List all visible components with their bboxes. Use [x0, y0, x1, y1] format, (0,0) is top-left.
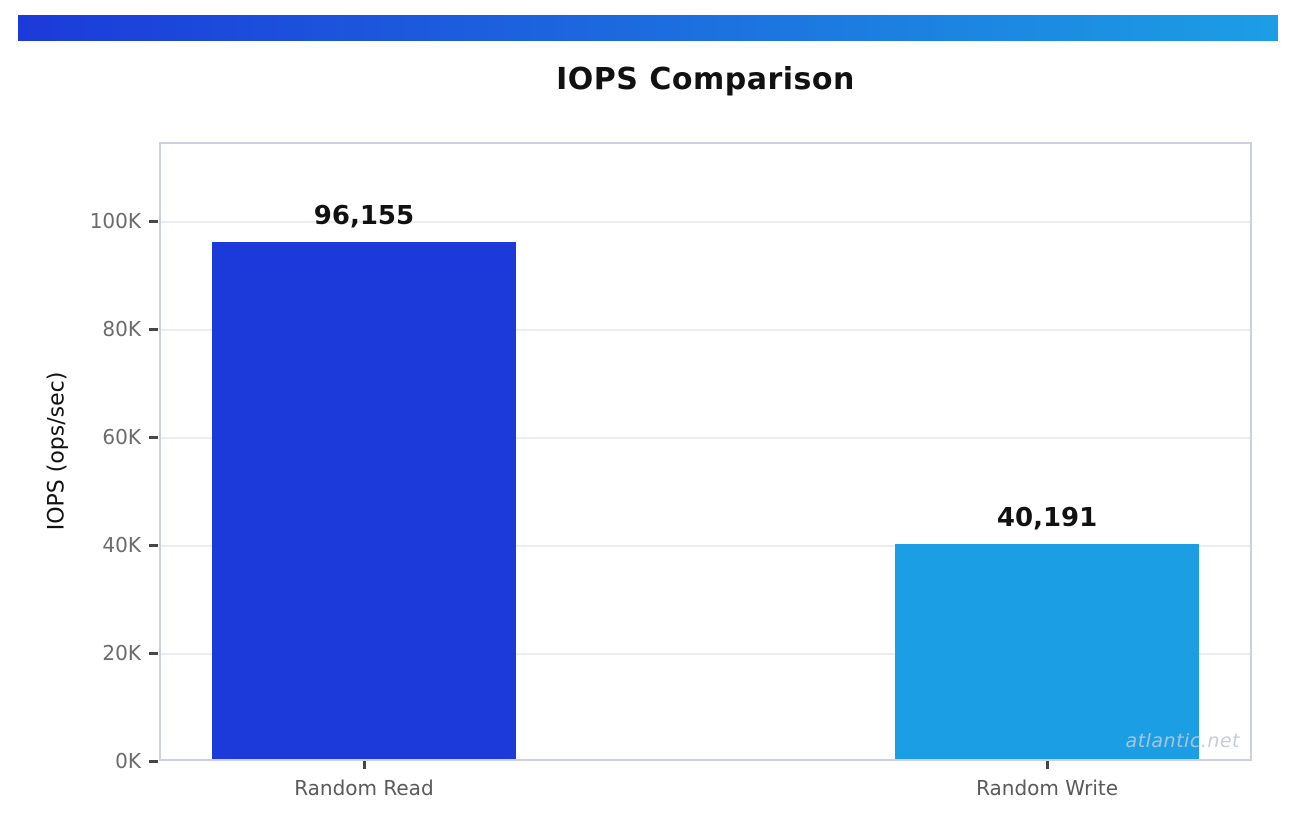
plot-area — [159, 142, 1252, 761]
gridline-20k — [161, 652, 1250, 655]
chart-title: IOPS Comparison — [556, 62, 855, 97]
watermark: atlantic.net — [1125, 730, 1240, 752]
y-tick-label-60k: 60K — [102, 424, 141, 449]
x-tick-random-read — [362, 761, 366, 769]
x-tick-label-random-write: Random Write — [976, 776, 1119, 800]
y-tick-20k — [149, 651, 158, 655]
header-gradient-bar — [18, 15, 1278, 41]
gridline-40k — [161, 544, 1250, 547]
x-tick-label-random-read: Random Read — [294, 776, 434, 800]
y-tick-40k — [149, 543, 158, 547]
value-label-random-read: 96,155 — [313, 200, 415, 231]
gridline-60k — [161, 436, 1250, 439]
y-tick-60k — [149, 435, 158, 439]
value-label-random-write: 40,191 — [996, 502, 1098, 533]
y-tick-label-0k: 0K — [115, 749, 141, 773]
y-axis-label: IOPS (ops/sec) — [44, 371, 70, 531]
bar-random-read — [211, 241, 516, 759]
y-tick-label-20k: 20K — [102, 640, 141, 665]
y-tick-label-80k: 80K — [102, 316, 141, 341]
y-tick-100k — [149, 219, 158, 223]
y-tick-80k — [149, 327, 158, 331]
y-tick-label-100k: 100K — [89, 208, 141, 233]
x-tick-random-write — [1046, 761, 1050, 769]
y-tick-0k — [149, 760, 158, 763]
gridline-80k — [161, 328, 1250, 331]
gridline-100k — [161, 220, 1250, 223]
bar-random-write — [895, 543, 1200, 759]
y-tick-label-40k: 40K — [102, 532, 141, 557]
